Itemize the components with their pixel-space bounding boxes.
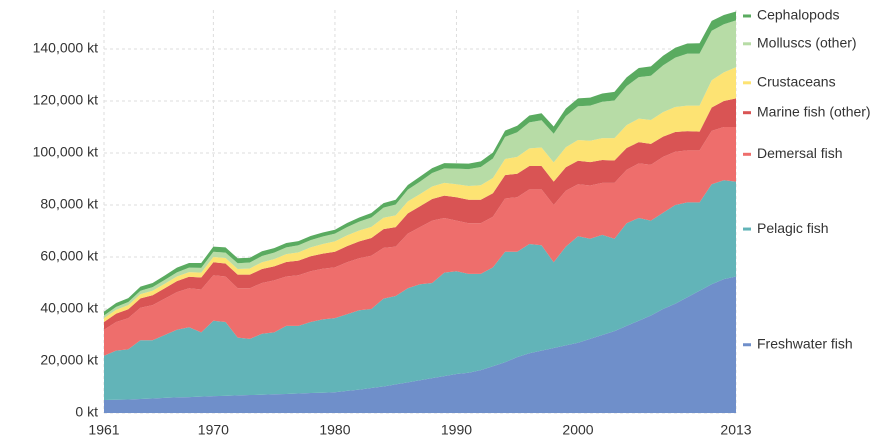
x-tick-label: 2000	[562, 422, 593, 438]
x-tick-label: 1980	[319, 422, 350, 438]
area	[104, 276, 736, 413]
y-tick-label: 0 kt	[75, 404, 98, 420]
legend-label: Demersal fish	[757, 145, 843, 161]
y-tick-label: 20,000 kt	[40, 352, 98, 368]
area	[104, 67, 736, 322]
y-tick-label: 140,000 kt	[33, 40, 98, 56]
x-tick-label: 2013	[720, 422, 751, 438]
legend-label: Cephalopods	[757, 7, 840, 23]
x-tick-label: 1961	[88, 422, 119, 438]
y-tick-label: 40,000 kt	[40, 300, 98, 316]
x-tick-label: 1990	[441, 422, 472, 438]
x-tick-label: 1970	[198, 422, 229, 438]
area	[104, 180, 736, 400]
y-tick-label: 60,000 kt	[40, 248, 98, 264]
legend-label: Pelagic fish	[757, 220, 829, 236]
y-tick-label: 100,000 kt	[33, 144, 98, 160]
y-tick-label: 80,000 kt	[40, 196, 98, 212]
legend-label: Crustaceans	[757, 74, 836, 90]
legend-label: Marine fish (other)	[757, 103, 871, 119]
area	[104, 98, 736, 330]
legend-label: Molluscs (other)	[757, 35, 857, 51]
y-tick-label: 120,000 kt	[33, 92, 98, 108]
legend-label: Freshwater fish	[757, 335, 853, 351]
